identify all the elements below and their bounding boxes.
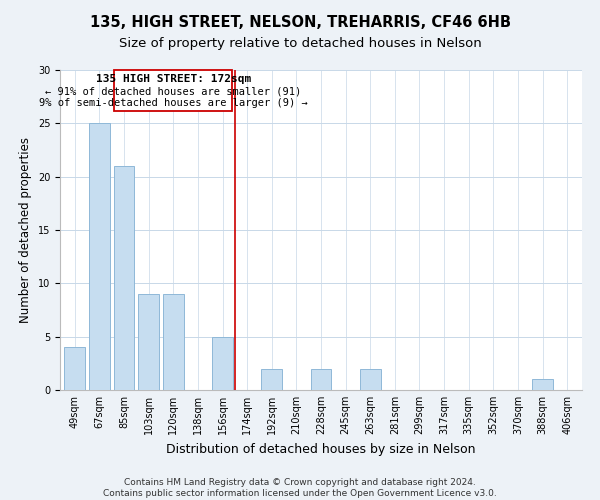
Text: ← 91% of detached houses are smaller (91): ← 91% of detached houses are smaller (91…: [45, 86, 301, 96]
Text: 135 HIGH STREET: 172sqm: 135 HIGH STREET: 172sqm: [95, 74, 251, 85]
Bar: [261, 368, 282, 390]
Y-axis label: Number of detached properties: Number of detached properties: [19, 137, 32, 323]
Bar: [113, 166, 134, 390]
X-axis label: Distribution of detached houses by size in Nelson: Distribution of detached houses by size …: [166, 442, 476, 456]
FancyBboxPatch shape: [114, 70, 232, 110]
Bar: [360, 368, 381, 390]
Text: Size of property relative to detached houses in Nelson: Size of property relative to detached ho…: [119, 38, 481, 51]
Bar: [212, 336, 233, 390]
Bar: [532, 380, 553, 390]
Bar: [64, 348, 85, 390]
Text: 9% of semi-detached houses are larger (9) →: 9% of semi-detached houses are larger (9…: [39, 98, 308, 108]
Text: Contains HM Land Registry data © Crown copyright and database right 2024.
Contai: Contains HM Land Registry data © Crown c…: [103, 478, 497, 498]
Bar: [311, 368, 331, 390]
Bar: [138, 294, 159, 390]
Bar: [163, 294, 184, 390]
Text: 135, HIGH STREET, NELSON, TREHARRIS, CF46 6HB: 135, HIGH STREET, NELSON, TREHARRIS, CF4…: [89, 15, 511, 30]
Bar: [89, 124, 110, 390]
